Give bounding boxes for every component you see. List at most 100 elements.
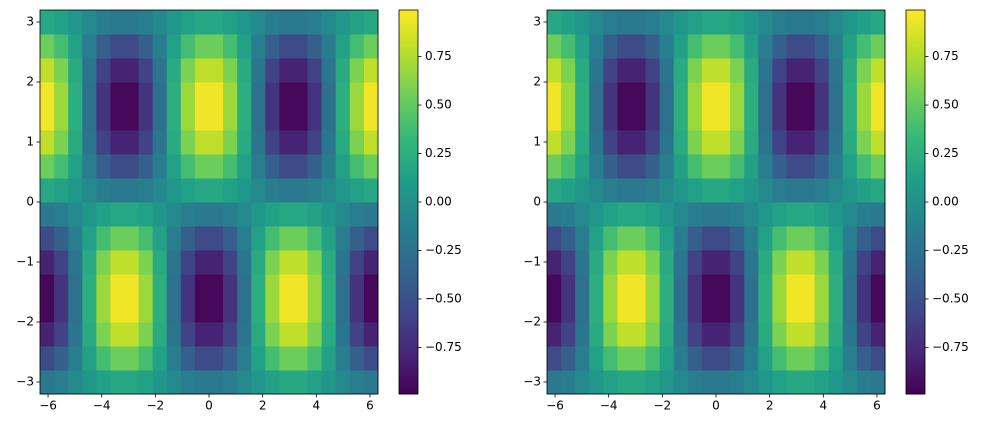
- heat-cell: [547, 130, 562, 155]
- colorbar-segment: [906, 310, 925, 314]
- heat-cell: [293, 370, 309, 395]
- heat-cell: [603, 298, 618, 323]
- colorbar-tick-label: −0.50: [425, 291, 462, 305]
- heat-cell: [828, 250, 844, 275]
- colorbar-segment: [906, 37, 925, 41]
- heat-cell: [237, 178, 252, 203]
- heat-cell: [856, 346, 872, 371]
- colorbar-segment: [399, 316, 418, 320]
- colorbar-segment: [399, 295, 418, 299]
- colorbar-segment: [906, 145, 925, 149]
- heat-cell: [180, 178, 196, 203]
- colorbar-tick-label: 0.75: [425, 49, 452, 63]
- heat-cell: [40, 202, 55, 227]
- heat-cell: [237, 322, 252, 347]
- x-tick-label: 6: [366, 399, 374, 413]
- y-tick-label: 0: [26, 195, 34, 209]
- heat-cell: [758, 202, 773, 227]
- heat-cell: [701, 346, 717, 371]
- heat-cell: [209, 106, 224, 131]
- heat-cell: [279, 58, 294, 83]
- colorbar-segment: [399, 139, 418, 143]
- colorbar-segment: [399, 19, 418, 23]
- heat-cell: [152, 298, 168, 323]
- heat-cell: [687, 154, 703, 179]
- heat-cell: [265, 154, 280, 179]
- heat-cell: [166, 106, 182, 131]
- heat-cell: [617, 298, 632, 323]
- heat-cell: [575, 370, 590, 395]
- colorbar-segment: [906, 97, 925, 101]
- heat-cell: [321, 298, 337, 323]
- heat-cell: [828, 82, 844, 107]
- heat-cell: [856, 106, 872, 131]
- heat-cell: [603, 274, 618, 299]
- heat-cell: [223, 10, 238, 35]
- colorbar-segment: [399, 148, 418, 152]
- heat-cell: [603, 250, 618, 275]
- colorbar-segment: [906, 85, 925, 89]
- colorbar-segment: [399, 58, 418, 62]
- heat-cell: [631, 154, 647, 179]
- heat-cell: [152, 370, 168, 395]
- heat-cell: [659, 298, 675, 323]
- heat-cell: [68, 346, 83, 371]
- heat-cell: [758, 130, 773, 155]
- colorbar-segment: [906, 343, 925, 347]
- heat-cell: [575, 250, 590, 275]
- heat-cell: [110, 130, 125, 155]
- colorbar-tick-label: −0.75: [932, 340, 969, 354]
- heat-cell: [363, 250, 379, 275]
- colorbar-segment: [906, 385, 925, 389]
- heat-cell: [223, 250, 238, 275]
- heat-cell: [180, 346, 196, 371]
- heat-cell: [758, 34, 773, 59]
- heat-cell: [687, 250, 703, 275]
- colorbar-segment: [906, 133, 925, 137]
- heat-cell: [68, 58, 83, 83]
- heat-cell: [209, 274, 224, 299]
- heat-cell: [307, 154, 323, 179]
- heat-cell: [744, 130, 759, 155]
- colorbar-segment: [906, 22, 925, 26]
- heat-cell: [223, 226, 238, 251]
- x-tick-label: −2: [653, 399, 671, 413]
- colorbar-segment: [399, 73, 418, 77]
- heat-cell: [96, 322, 111, 347]
- heat-cell: [744, 250, 759, 275]
- heat-cell: [138, 346, 154, 371]
- heat-cell: [744, 10, 759, 35]
- y-tick-label: 1: [26, 135, 34, 149]
- heat-cell: [842, 274, 858, 299]
- heat-cell: [842, 130, 858, 155]
- colorbar-segment: [906, 283, 925, 287]
- heat-cell: [363, 10, 379, 35]
- heat-cell: [603, 82, 618, 107]
- heat-cell: [603, 178, 618, 203]
- heat-cell: [194, 202, 210, 227]
- heat-cell: [124, 58, 140, 83]
- colorbar-segment: [399, 385, 418, 389]
- heat-cell: [814, 250, 830, 275]
- heat-cell: [110, 10, 125, 35]
- colorbar-segment: [399, 346, 418, 350]
- heat-cell: [673, 250, 689, 275]
- heat-cell: [209, 202, 224, 227]
- heat-cell: [828, 58, 844, 83]
- heat-cell: [800, 10, 816, 35]
- colorbar-segment: [906, 175, 925, 179]
- heat-cell: [265, 322, 280, 347]
- heat-cell: [645, 82, 661, 107]
- heat-cell: [645, 298, 661, 323]
- colorbar-segment: [906, 121, 925, 125]
- heat-cell: [349, 154, 365, 179]
- heat-cell: [251, 154, 266, 179]
- colorbar-segment: [906, 379, 925, 383]
- heat-cell: [687, 370, 703, 395]
- heat-cell: [209, 82, 224, 107]
- heat-cell: [687, 82, 703, 107]
- heat-cell: [786, 34, 801, 59]
- heat-cell: [166, 178, 182, 203]
- heat-cell: [68, 34, 83, 59]
- colorbar-segment: [906, 49, 925, 53]
